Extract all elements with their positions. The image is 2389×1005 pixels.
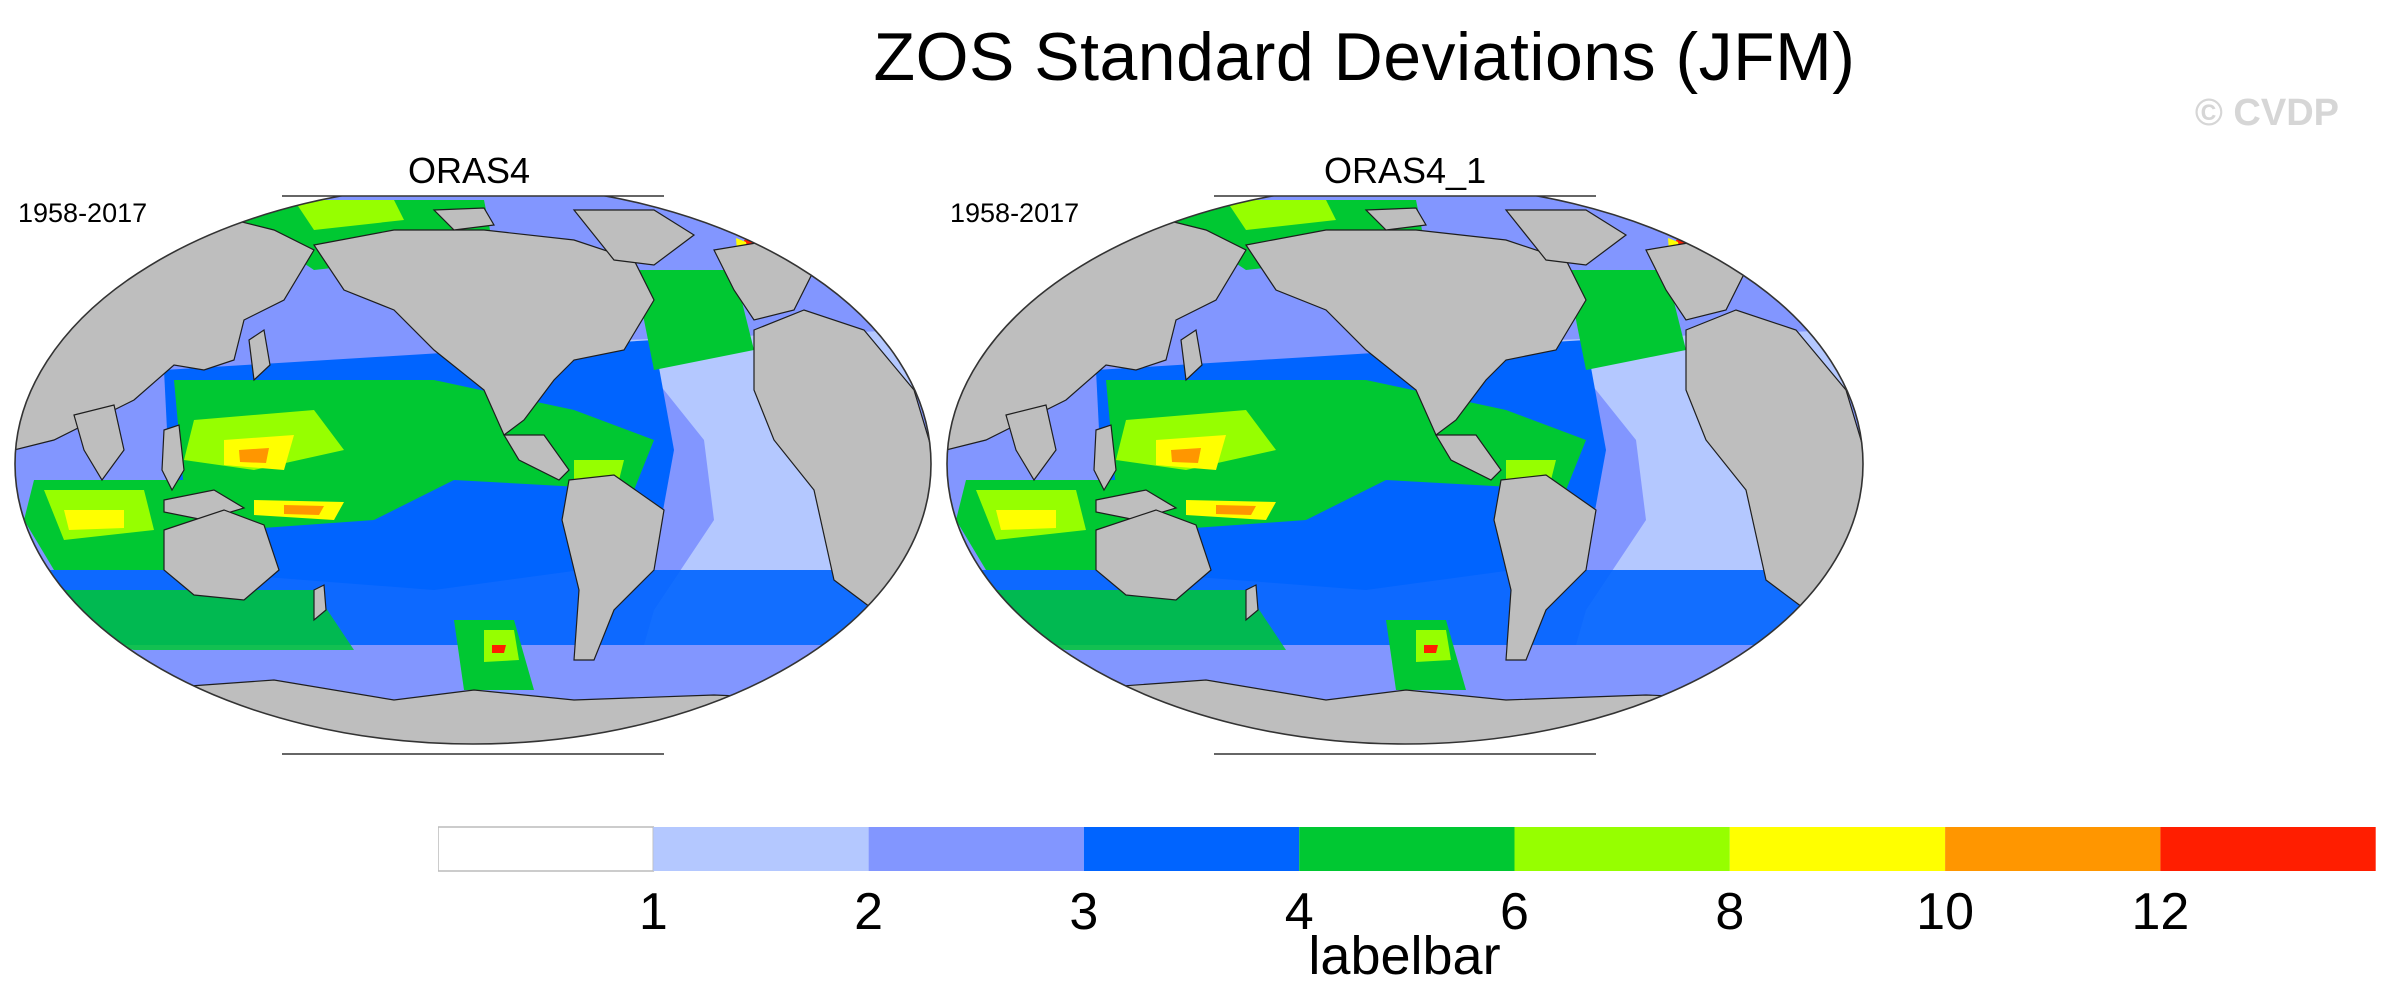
panel-period-oras4: 1958-2017 (18, 198, 148, 228)
labelbar-box-2 (868, 827, 1084, 871)
map-panel-oras4-1 (946, 195, 1864, 755)
arctic-lime (294, 200, 404, 230)
south-america-land (561, 474, 665, 661)
copyright-watermark: © CVDP (2194, 92, 2339, 134)
labelbar-tick-label: 8 (1715, 883, 1745, 941)
arctic-islands-land (432, 207, 495, 231)
labelbar-title: labelbar (1308, 926, 1501, 986)
map-outline (14, 196, 932, 745)
warm-pool-orange (239, 448, 269, 463)
labelbar-box-5 (1514, 827, 1730, 871)
greenland-land (1504, 209, 1628, 266)
central-america-land (1434, 434, 1502, 481)
new-zealand-land (313, 584, 327, 622)
equatorial-orange (284, 505, 324, 515)
north-america-land (312, 229, 655, 436)
antarctica-land (946, 679, 1863, 744)
labelbar-box-0 (438, 826, 655, 872)
australia-land (1095, 509, 1212, 601)
warm-pool-orange (1171, 448, 1201, 463)
figure-title: ZOS Standard Deviations (JFM) (873, 19, 1856, 95)
india-land (73, 404, 125, 482)
labelbar-tick-label: 6 (1500, 883, 1529, 941)
north-america-land (1244, 229, 1587, 436)
labelbar-tick-label: 12 (2131, 883, 2190, 941)
labelbar (438, 826, 2376, 872)
map-outline (946, 196, 1864, 745)
map-panel-oras4 (14, 195, 932, 755)
central-america-land (502, 434, 570, 481)
panel-title-oras4: ORAS4 (408, 150, 531, 191)
india-land (1005, 404, 1057, 482)
south-pacific-red (492, 645, 506, 653)
labelbar-tick-label: 10 (1916, 883, 1975, 941)
labelbar-tick-label: 4 (1284, 883, 1314, 941)
indochina-land (1093, 424, 1117, 492)
labelbar-tick-label: 3 (1069, 883, 1099, 941)
southern-green (976, 590, 1286, 650)
japan-land (1180, 328, 1203, 382)
southern-green (44, 590, 354, 650)
labelbar-box-4 (1299, 827, 1515, 871)
labelbar-tick-label: 2 (854, 883, 884, 941)
equatorial-orange (1216, 505, 1256, 515)
south-pacific-red (1424, 645, 1438, 653)
new-zealand-land (1245, 584, 1259, 622)
indochina-land (161, 424, 185, 492)
antarctica-land (14, 679, 931, 744)
labelbar-box-6 (1729, 827, 1946, 871)
arctic-islands-land (1364, 207, 1427, 231)
panel-period-oras4-1: 1958-2017 (950, 198, 1080, 228)
labelbar-box-3 (1083, 827, 1300, 871)
labelbar-box-7 (1945, 827, 2161, 871)
indian-yellow (64, 510, 124, 530)
indian-yellow (996, 510, 1056, 530)
panel-title-oras4-1: ORAS4_1 (1324, 150, 1487, 191)
australia-land (163, 509, 280, 601)
atlantic-north-green (634, 270, 754, 370)
arctic-lime (1226, 200, 1336, 230)
labelbar-box-1 (653, 827, 869, 871)
japan-land (248, 328, 271, 382)
labelbar-tick-label: 1 (638, 883, 668, 941)
greenland-land (572, 209, 696, 266)
south-america-land (1493, 474, 1597, 661)
atlantic-north-green (1566, 270, 1686, 370)
labelbar-box-8 (2160, 827, 2376, 871)
